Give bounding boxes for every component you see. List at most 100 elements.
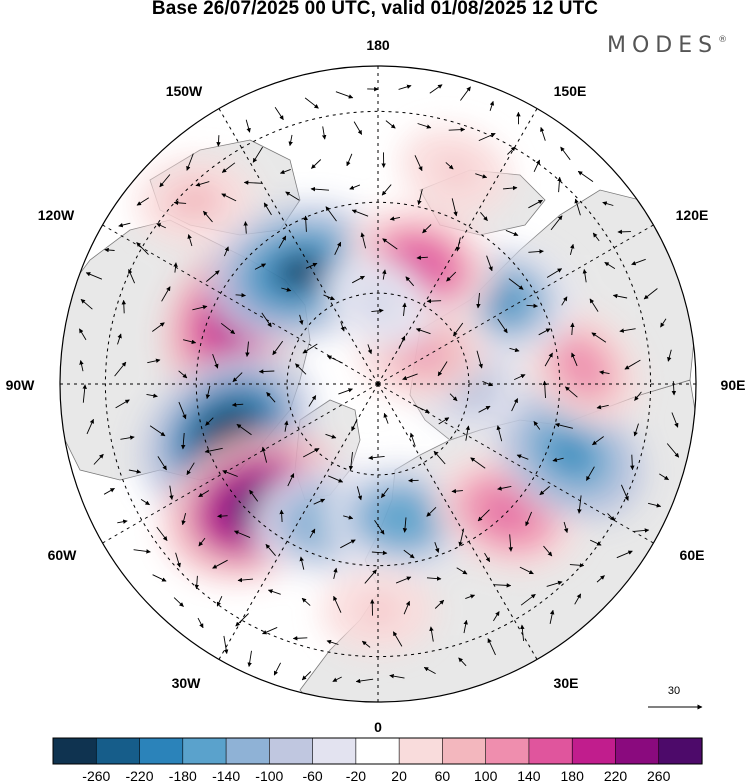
wind-vector: [205, 385, 211, 400]
wind-vector: [309, 528, 316, 538]
wind-vector: [287, 473, 295, 487]
wind-vector: [417, 188, 423, 206]
wind-vector: [616, 550, 633, 559]
wind-vector: [247, 650, 252, 668]
wind-vector: [497, 485, 512, 491]
wind-vector: [448, 127, 466, 132]
wind-vector: [367, 344, 373, 355]
wind-vector: [643, 288, 658, 300]
wind-vector: [371, 308, 384, 313]
wind-vector: [303, 215, 308, 232]
wind-vector: [508, 534, 513, 552]
wind-vector: [589, 298, 599, 312]
wind-vector: [402, 373, 418, 381]
wind-vector: [489, 100, 495, 111]
wind-vector: [258, 369, 275, 374]
wind-vector: [633, 423, 639, 437]
wind-vector: [321, 126, 327, 140]
wind-vector: [592, 232, 600, 242]
wind-vector: [549, 609, 555, 624]
wind-vector: [115, 399, 130, 409]
lon-label-60w: 60W: [48, 547, 78, 563]
wind-vector: [438, 417, 450, 425]
colorbar-swatch: [485, 737, 530, 765]
wind-vector: [161, 286, 171, 302]
wind-vector: [550, 215, 563, 231]
wind-vector: [533, 421, 541, 430]
colorbar-swatch: [355, 737, 400, 765]
wind-vector: [212, 559, 228, 569]
wind-vector: [385, 120, 396, 129]
colorbar-tick-label: -60: [302, 768, 322, 783]
wind-vector: [371, 550, 388, 556]
wind-vector: [596, 575, 605, 583]
wind-vector: [334, 241, 342, 255]
wind-vector: [382, 238, 398, 250]
wind-vector: [569, 243, 575, 256]
wind-vector: [546, 268, 563, 278]
wind-vector: [570, 322, 575, 336]
colorbar-tick-label: -100: [255, 768, 283, 783]
wind-vector: [216, 596, 223, 607]
wind-vector: [93, 453, 104, 465]
wind-vector: [310, 186, 330, 192]
wind-vector: [496, 425, 503, 442]
wind-vector: [273, 662, 281, 676]
wind-vector: [308, 395, 317, 407]
colorbar-tick-label: -140: [212, 768, 240, 783]
wind-vector: [546, 580, 563, 587]
wind-vector: [519, 566, 534, 575]
wind-vector: [104, 247, 115, 253]
wind-vector: [516, 454, 529, 460]
wind-vector: [465, 594, 476, 600]
latitude-circle: [286, 292, 470, 476]
wind-vector: [590, 539, 602, 546]
wind-vector: [332, 676, 342, 682]
wind-vector: [493, 611, 500, 622]
colorbar-swatch: [398, 737, 444, 765]
wind-vector: [175, 552, 181, 568]
wind-vector: [514, 374, 526, 381]
wind-vector: [395, 576, 412, 584]
wind-vector: [602, 201, 614, 206]
wind-vector: [487, 638, 496, 656]
wind-vector: [660, 318, 667, 328]
wind-vector: [671, 381, 677, 396]
wind-vector: [181, 512, 187, 526]
wind-vector: [221, 193, 237, 202]
map-boundary: [59, 65, 697, 703]
colorbar-tick-label: -220: [125, 768, 153, 783]
colorbar-swatch: [442, 737, 487, 765]
wind-vector: [284, 420, 289, 432]
wind-vector: [333, 567, 338, 580]
wind-vector: [335, 91, 354, 99]
wind-vector: [429, 626, 434, 642]
wind-vector: [631, 258, 646, 266]
wind-vector: [295, 363, 307, 375]
wind-vector: [187, 234, 193, 247]
colorbar-tick-label: 20: [391, 768, 407, 783]
wind-vector: [383, 412, 389, 424]
wind-vector: [380, 487, 389, 498]
wind-vector: [571, 352, 578, 367]
wind-vector: [671, 412, 679, 428]
wind-vector: [355, 678, 374, 684]
wind-vector: [465, 425, 470, 441]
wind-vector: [582, 268, 588, 283]
colorbar-tick-label: 220: [604, 768, 628, 783]
wind-vector: [86, 418, 94, 435]
wind-vector: [463, 619, 468, 634]
wind-vector: [311, 159, 322, 169]
wind-vector: [349, 184, 361, 190]
wind-vector: [507, 146, 516, 155]
wind-vector: [458, 657, 467, 667]
wind-vector: [659, 473, 669, 481]
colorbar-tick-label: 60: [435, 768, 451, 783]
wind-vector: [232, 372, 243, 383]
wind-vector: [577, 170, 594, 182]
wind-vector: [486, 255, 493, 272]
wind-vector: [252, 146, 263, 163]
wind-vector: [619, 328, 636, 333]
colorbar-tick-label: 180: [561, 768, 585, 783]
